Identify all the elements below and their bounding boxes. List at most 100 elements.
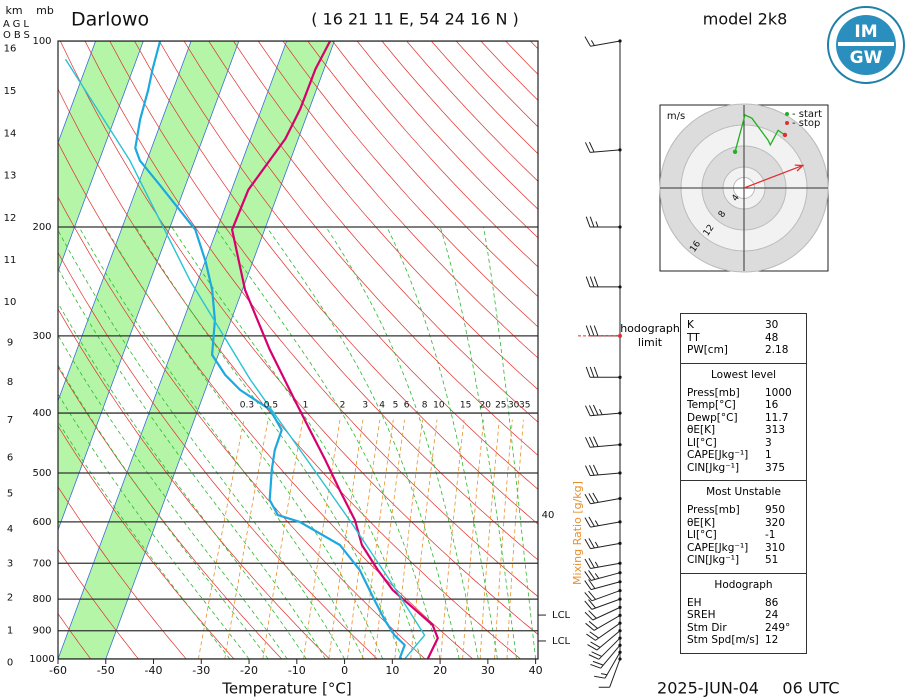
- row-label: Dewp[°C]: [687, 411, 738, 424]
- mixing-ratio-line: [462, 419, 485, 659]
- table-row: Press[mb] 950: [681, 504, 806, 517]
- wind-barb: [590, 644, 621, 669]
- dry-adiabat: [134, 41, 538, 525]
- wind-barb: [586, 622, 621, 641]
- row-label: CAPE[Jkg⁻¹]: [687, 541, 749, 554]
- table-section: K 30 TT 48 PW[cm] 2.18: [681, 314, 806, 363]
- wind-level-dot: [618, 443, 622, 447]
- legend-dot: [785, 121, 789, 125]
- table-row: θE[K] 320: [681, 517, 806, 530]
- profile-line: [64, 58, 426, 659]
- x-tick-label: 0: [341, 664, 348, 677]
- mixing-ratio-label: 2: [340, 400, 346, 410]
- wind-level-dot: [618, 375, 622, 379]
- mixing-ratio-label: 8: [422, 400, 428, 410]
- table-row: LI[°C] 3: [681, 437, 806, 450]
- y-tick-label: 200: [32, 222, 51, 233]
- table-row: PW[cm] 2.18: [681, 344, 806, 357]
- height-tick-label: 11: [4, 255, 17, 266]
- hodograph-ring-label: 4: [730, 193, 742, 204]
- wind-level-dot: [618, 636, 622, 640]
- pressure-units: mb: [36, 4, 54, 17]
- dry-adiabat: [282, 41, 538, 328]
- mixing-ratio-title: Mixing Ratio [g/kg]: [571, 481, 584, 585]
- hodograph-line: [734, 114, 786, 152]
- legend-dot: [785, 112, 789, 116]
- wind-level-dot: [618, 643, 622, 647]
- lcl-label: LCL: [552, 610, 571, 621]
- height-tick-label: 7: [7, 415, 13, 426]
- mixing-ratio-line: [494, 419, 513, 659]
- row-value: 12: [765, 634, 779, 646]
- x-tick-label: -10: [288, 664, 306, 677]
- row-value: -1: [765, 529, 776, 541]
- wind-level-dot: [618, 580, 622, 584]
- height-tick-label: 6: [7, 452, 13, 463]
- wind-barb: [587, 630, 621, 651]
- mixing-ratio-label: 5: [393, 400, 399, 410]
- y-tick-label: 500: [32, 468, 51, 479]
- row-label: K: [687, 319, 694, 331]
- isotherm: [58, 41, 240, 532]
- indices-table: K 30 TT 48 PW[cm] 2.18 Lowest level Press[mb] 10…: [680, 313, 807, 654]
- height-tick-label: 13: [4, 171, 17, 182]
- mixing-ratio-label: 6: [404, 400, 410, 410]
- row-value: 48: [765, 331, 779, 344]
- table-row: Press[mb] 1000: [681, 387, 806, 400]
- moist-adiabat: [386, 226, 498, 659]
- table-row: Dewp[°C] 11.7: [681, 412, 806, 425]
- wind-barb: [584, 570, 621, 581]
- height-tick-label: 5: [7, 489, 13, 500]
- height-tick-label: 16: [4, 44, 17, 55]
- dry-adiabat: [257, 41, 538, 359]
- mixing-ratio-line: [440, 419, 465, 659]
- mixing-ratio-line: [374, 419, 405, 659]
- row-label: θE[K]: [687, 424, 716, 436]
- dry-adiabat: [233, 41, 538, 391]
- time: 06 UTC: [782, 679, 839, 698]
- section-title: Hodograph: [714, 578, 773, 591]
- x-tick-label: -40: [145, 664, 163, 677]
- mixing-ratio-line: [410, 419, 438, 659]
- row-value: 249°: [765, 621, 791, 634]
- row-value: 11.7: [765, 411, 789, 424]
- wind-level-dot: [618, 613, 622, 617]
- model: model 2k8: [703, 10, 788, 29]
- row-value: 310: [765, 541, 786, 554]
- row-label: TT: [687, 331, 700, 344]
- mixing-ratio-line: [394, 419, 423, 659]
- dry-adiabat: [158, 41, 538, 490]
- wind-level-dot: [618, 285, 622, 289]
- mixing-ratio-label: 4: [379, 400, 385, 410]
- mixing-ratio-label: 0.3: [240, 400, 254, 410]
- table-row: TT 48: [681, 332, 806, 345]
- wind-level-dot: [618, 225, 622, 229]
- row-value: 375: [765, 461, 786, 474]
- x-tick-label: -20: [240, 664, 258, 677]
- wind-level-dot: [618, 541, 622, 545]
- logo-text: GW: [850, 48, 883, 68]
- moist-adiabat: [214, 226, 441, 659]
- wind-barb: [588, 637, 621, 660]
- x-tick-label: 40: [529, 664, 543, 677]
- table-row: CAPE[Jkg⁻¹] 1: [681, 449, 806, 462]
- table-row: CIN[Jkg⁻¹] 375: [681, 462, 806, 475]
- hodograph-stop: [782, 132, 788, 138]
- height-tick-label: 1: [7, 625, 13, 636]
- mixing-ratio-label: 35: [519, 400, 530, 410]
- wind-barb: [584, 606, 621, 621]
- dry-adiabat: [58, 251, 378, 659]
- legend-label: - stop: [792, 118, 820, 129]
- dry-adiabat: [58, 366, 283, 659]
- dry-adiabat: [58, 613, 91, 659]
- height-tick-label: 8: [7, 377, 13, 388]
- mixing-ratio-label: 3: [362, 400, 368, 410]
- mixing-ratio-label: 20: [480, 400, 492, 410]
- wind-level-dot: [618, 597, 622, 601]
- wind-level-dot: [618, 629, 622, 633]
- height-tick-label: 0: [7, 658, 13, 669]
- row-label: LI[°C]: [687, 436, 717, 449]
- hodograph-units: m/s: [667, 111, 685, 122]
- height-ref: AGL: [3, 19, 32, 30]
